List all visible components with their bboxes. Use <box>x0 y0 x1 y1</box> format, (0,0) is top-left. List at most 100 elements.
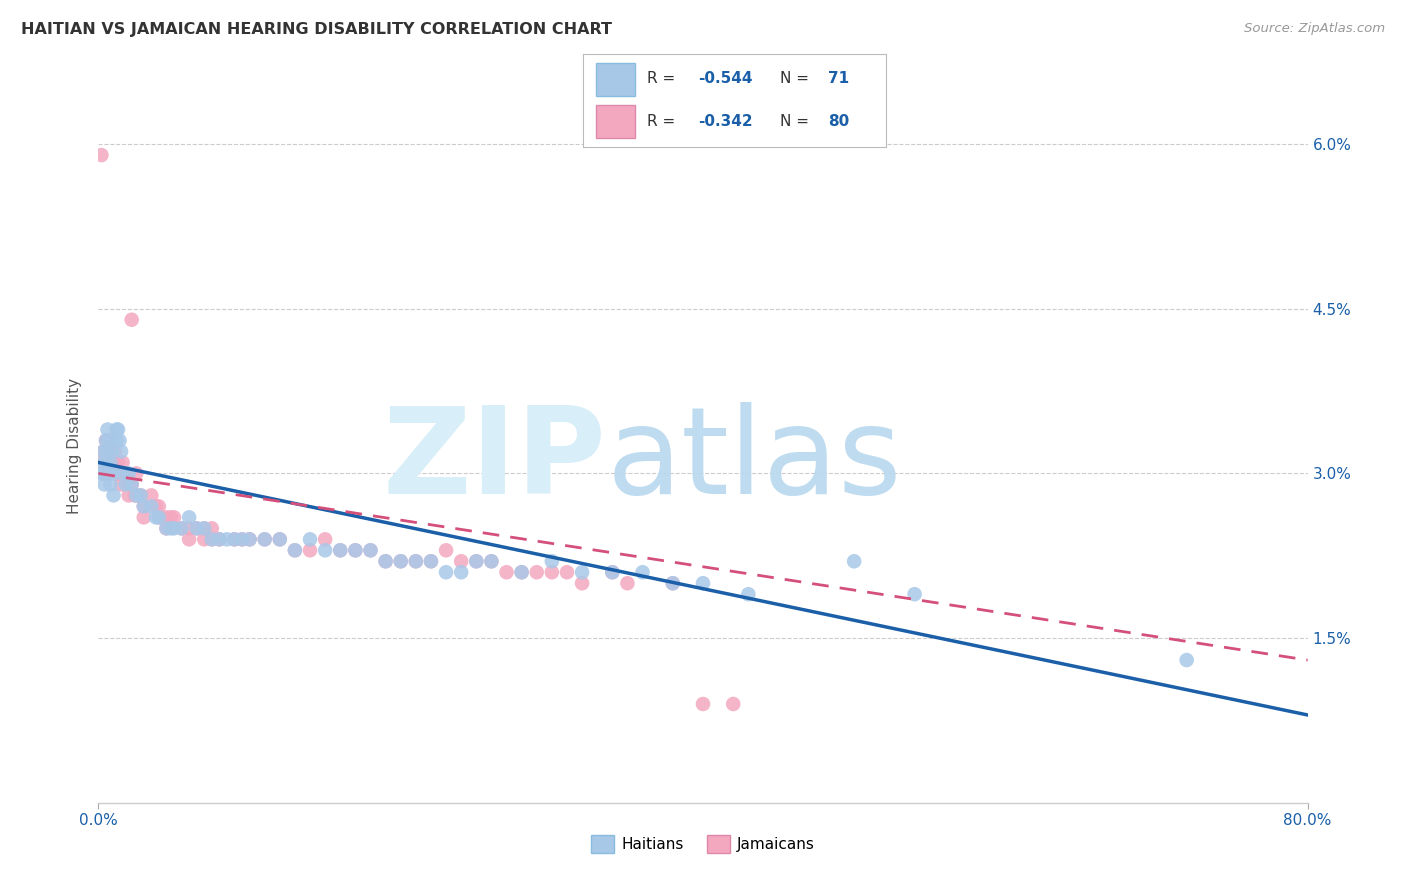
Point <box>239 533 262 547</box>
Point <box>844 554 866 568</box>
Point <box>105 467 128 481</box>
Point <box>105 423 128 437</box>
Point <box>103 467 125 481</box>
Point <box>129 488 152 502</box>
Point <box>148 500 170 514</box>
Point <box>374 554 396 568</box>
Point <box>526 566 548 580</box>
Point <box>94 455 117 469</box>
Point <box>179 533 201 547</box>
Point <box>100 444 122 458</box>
Point <box>186 521 208 535</box>
Point <box>231 533 253 547</box>
Point <box>179 521 201 535</box>
Point <box>90 467 112 481</box>
Point <box>118 477 141 491</box>
Point <box>93 467 115 481</box>
Point <box>253 533 276 547</box>
Point <box>107 423 129 437</box>
Point <box>193 521 215 535</box>
Point <box>108 467 131 481</box>
Legend: Haitians, Jamaicans: Haitians, Jamaicans <box>585 829 821 859</box>
Point <box>692 697 714 711</box>
Bar <box>596 63 636 95</box>
Point <box>141 488 163 502</box>
Point <box>93 444 115 458</box>
Text: N =: N = <box>780 114 814 129</box>
Point <box>96 444 118 458</box>
Point <box>405 554 427 568</box>
Point <box>193 521 215 535</box>
Point <box>450 566 472 580</box>
Point <box>314 543 336 558</box>
Point <box>510 566 533 580</box>
Point <box>124 488 146 502</box>
Point <box>155 521 177 535</box>
Point <box>904 587 927 601</box>
Text: Source: ZipAtlas.com: Source: ZipAtlas.com <box>1244 22 1385 36</box>
Point <box>145 500 167 514</box>
Point <box>201 521 224 535</box>
Point <box>129 488 152 502</box>
Point <box>132 500 155 514</box>
Point <box>100 455 122 469</box>
Point <box>616 576 638 591</box>
Point <box>105 434 128 448</box>
Point <box>125 467 148 481</box>
Point <box>96 467 118 481</box>
Point <box>94 434 117 448</box>
Point <box>224 533 246 547</box>
Point <box>107 455 129 469</box>
Text: ZIP: ZIP <box>382 401 606 519</box>
Text: -0.544: -0.544 <box>699 71 752 87</box>
Point <box>104 444 127 458</box>
Point <box>148 510 170 524</box>
Point <box>160 521 183 535</box>
Point <box>602 566 624 580</box>
Point <box>91 455 114 469</box>
Point <box>201 533 224 547</box>
Point <box>239 533 262 547</box>
Point <box>602 566 624 580</box>
Point <box>231 533 253 547</box>
Point <box>314 533 336 547</box>
Point <box>465 554 488 568</box>
Point <box>495 566 517 580</box>
Point <box>299 543 322 558</box>
Point <box>93 455 115 469</box>
Point <box>111 455 134 469</box>
Text: 80: 80 <box>828 114 849 129</box>
Point <box>98 467 121 481</box>
Text: -0.342: -0.342 <box>699 114 754 129</box>
Point <box>1175 653 1198 667</box>
Point <box>110 467 132 481</box>
Point <box>114 467 136 481</box>
Point <box>163 510 186 524</box>
Point <box>160 510 183 524</box>
Point <box>101 455 124 469</box>
Point <box>155 510 177 524</box>
Point <box>360 543 382 558</box>
Point <box>284 543 307 558</box>
Point <box>329 543 352 558</box>
Point <box>360 543 382 558</box>
Point <box>510 566 533 580</box>
Point <box>125 488 148 502</box>
Point <box>186 521 208 535</box>
Text: R =: R = <box>647 71 681 87</box>
Point <box>110 477 132 491</box>
Point <box>284 543 307 558</box>
Point <box>208 533 231 547</box>
Point <box>374 554 396 568</box>
Point <box>193 533 215 547</box>
Point <box>420 554 443 568</box>
Point <box>329 543 352 558</box>
Point <box>118 467 141 481</box>
Point <box>723 697 745 711</box>
Point <box>163 521 186 535</box>
Point <box>111 467 134 481</box>
Point <box>118 488 141 502</box>
Text: R =: R = <box>647 114 681 129</box>
Point <box>155 521 177 535</box>
Y-axis label: Hearing Disability: Hearing Disability <box>67 378 83 514</box>
